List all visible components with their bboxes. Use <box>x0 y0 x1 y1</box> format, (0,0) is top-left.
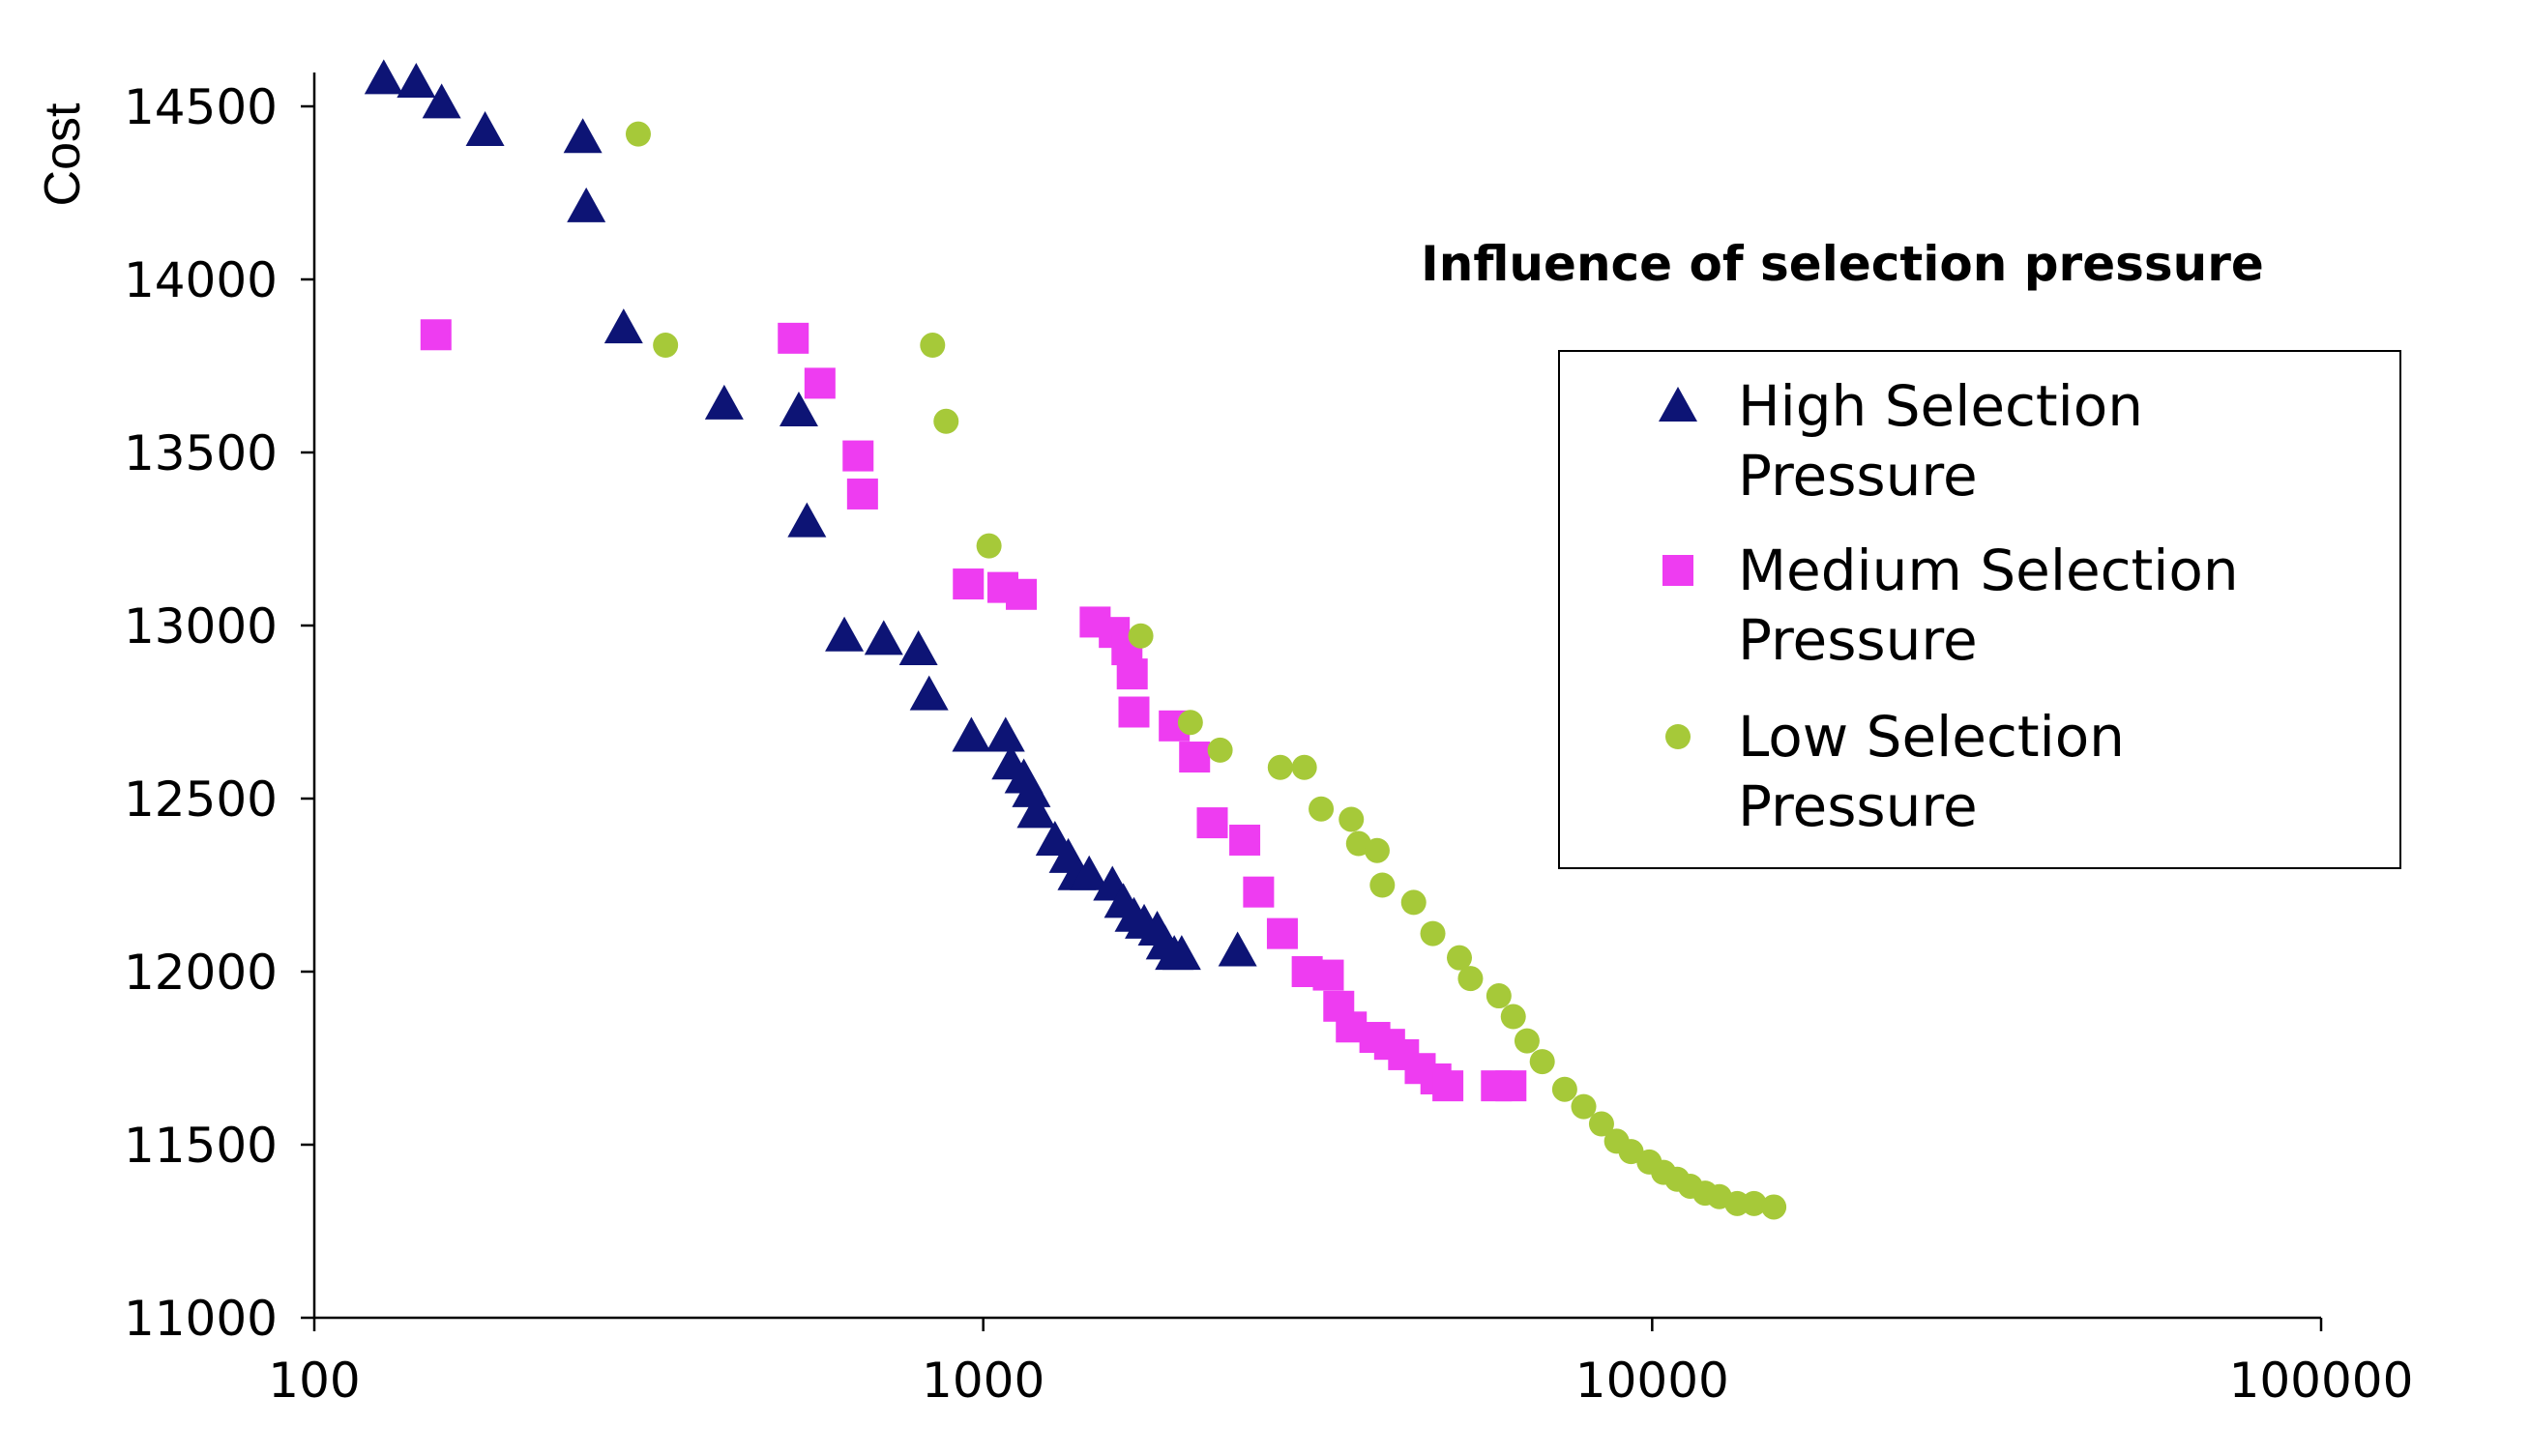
data-point-triangle <box>779 392 818 427</box>
data-point-triangle <box>787 502 827 538</box>
chart-title: Influence of selection pressure <box>1421 236 2264 292</box>
data-point-square <box>1196 807 1228 839</box>
data-point-triangle <box>422 83 461 119</box>
data-point-triangle <box>1070 855 1109 890</box>
data-point-circle <box>1177 710 1203 736</box>
legend-marker-triangle <box>1659 387 1697 422</box>
data-point-triangle <box>1218 931 1257 967</box>
data-point-square <box>1229 824 1261 856</box>
legend: High Selection Pressure Medium Selection Pr… <box>1558 350 2401 869</box>
y-tick-label: 11000 <box>124 1291 278 1347</box>
y-tick-label: 14000 <box>124 252 278 308</box>
legend-label: Low Selection Pressure <box>1738 704 2125 839</box>
data-point-triangle <box>1012 772 1051 807</box>
data-point-circle <box>1761 1194 1787 1220</box>
legend-item: High Selection Pressure <box>1659 373 2143 509</box>
data-points <box>364 59 1787 1220</box>
data-point-circle <box>1400 889 1427 916</box>
series-triangle-points <box>364 59 1257 971</box>
legend-marker-circle <box>1665 724 1691 749</box>
data-point-square <box>1495 1070 1527 1102</box>
y-tick-label: 14500 <box>124 79 278 135</box>
x-tick-label: 1000 <box>922 1353 1044 1409</box>
legend-label: Medium Selection Pressure <box>1738 538 2239 673</box>
data-point-circle <box>1486 983 1512 1009</box>
data-point-circle <box>976 533 1002 559</box>
legend-items: High Selection Pressure Medium Selection Pr… <box>1659 373 2239 839</box>
data-point-triangle <box>1016 793 1056 829</box>
data-point-circle <box>1514 1028 1540 1054</box>
data-point-square <box>1179 742 1211 773</box>
data-point-triangle <box>704 384 744 420</box>
series-circle-points <box>625 121 1787 1220</box>
data-point-square <box>420 319 452 351</box>
data-point-circle <box>1309 796 1335 822</box>
data-point-square <box>1006 578 1038 610</box>
x-tick-label: 100 <box>268 1353 360 1409</box>
tick-labels: 11000 11500 12000 12500 13000 13500 14000 14500… <box>124 79 2414 1409</box>
data-point-circle <box>625 121 651 147</box>
data-point-circle <box>1420 920 1446 946</box>
data-point-circle <box>1128 623 1154 649</box>
data-point-circle <box>1741 1190 1767 1216</box>
data-point-square <box>1266 917 1298 949</box>
y-tick-label: 13500 <box>124 425 278 481</box>
x-tick-label: 10000 <box>1575 1353 1729 1409</box>
data-point-circle <box>933 408 959 434</box>
data-point-circle <box>1207 737 1233 763</box>
data-point-square <box>1118 696 1150 728</box>
y-tick-label: 11500 <box>124 1118 278 1174</box>
data-point-square <box>846 478 878 510</box>
data-point-triangle <box>898 630 938 666</box>
x-tick-label: 100000 <box>2229 1353 2414 1409</box>
data-point-square <box>1116 658 1148 690</box>
data-point-triangle <box>909 675 949 711</box>
data-point-triangle <box>864 620 903 655</box>
series-square-points <box>420 319 1527 1102</box>
data-point-triangle <box>986 716 1025 752</box>
data-point-square <box>1243 876 1275 908</box>
data-point-circle <box>1571 1093 1597 1120</box>
legend-label: High Selection Pressure <box>1738 373 2143 509</box>
y-tick-label: 13000 <box>124 598 278 655</box>
data-point-square <box>804 367 836 399</box>
data-point-square <box>1312 959 1344 991</box>
data-point-circle <box>1267 754 1293 780</box>
data-point-triangle <box>603 308 643 344</box>
data-point-circle <box>1457 966 1484 992</box>
data-point-circle <box>1529 1049 1555 1075</box>
data-point-circle <box>653 333 679 359</box>
data-point-triangle <box>465 111 505 147</box>
data-point-triangle <box>397 62 436 98</box>
data-point-circle <box>1291 754 1317 780</box>
data-point-circle <box>1339 806 1365 832</box>
data-point-circle <box>1447 945 1472 971</box>
legend-item: Low Selection Pressure <box>1665 704 2125 839</box>
data-point-triangle <box>1162 935 1201 971</box>
data-point-triangle <box>563 118 603 154</box>
data-point-circle <box>1364 837 1390 863</box>
data-point-circle <box>1551 1076 1577 1102</box>
data-point-square <box>842 440 874 472</box>
y-tick-label: 12500 <box>124 772 278 828</box>
legend-item: Medium Selection Pressure <box>1662 538 2239 673</box>
data-point-triangle <box>567 187 606 222</box>
data-point-square <box>778 322 809 354</box>
y-axis-title: Cost <box>35 102 91 206</box>
y-tick-label: 12000 <box>124 945 278 1001</box>
data-point-circle <box>1588 1111 1614 1137</box>
legend-box <box>1558 350 2401 869</box>
data-point-circle <box>920 333 946 359</box>
data-point-triangle <box>952 716 991 752</box>
data-point-square <box>953 568 985 600</box>
data-point-circle <box>1500 1004 1526 1030</box>
legend-marker-square <box>1662 555 1693 586</box>
data-point-circle <box>1369 872 1396 898</box>
data-point-triangle <box>825 616 865 652</box>
data-point-square <box>1432 1070 1464 1102</box>
data-point-triangle <box>364 59 403 95</box>
